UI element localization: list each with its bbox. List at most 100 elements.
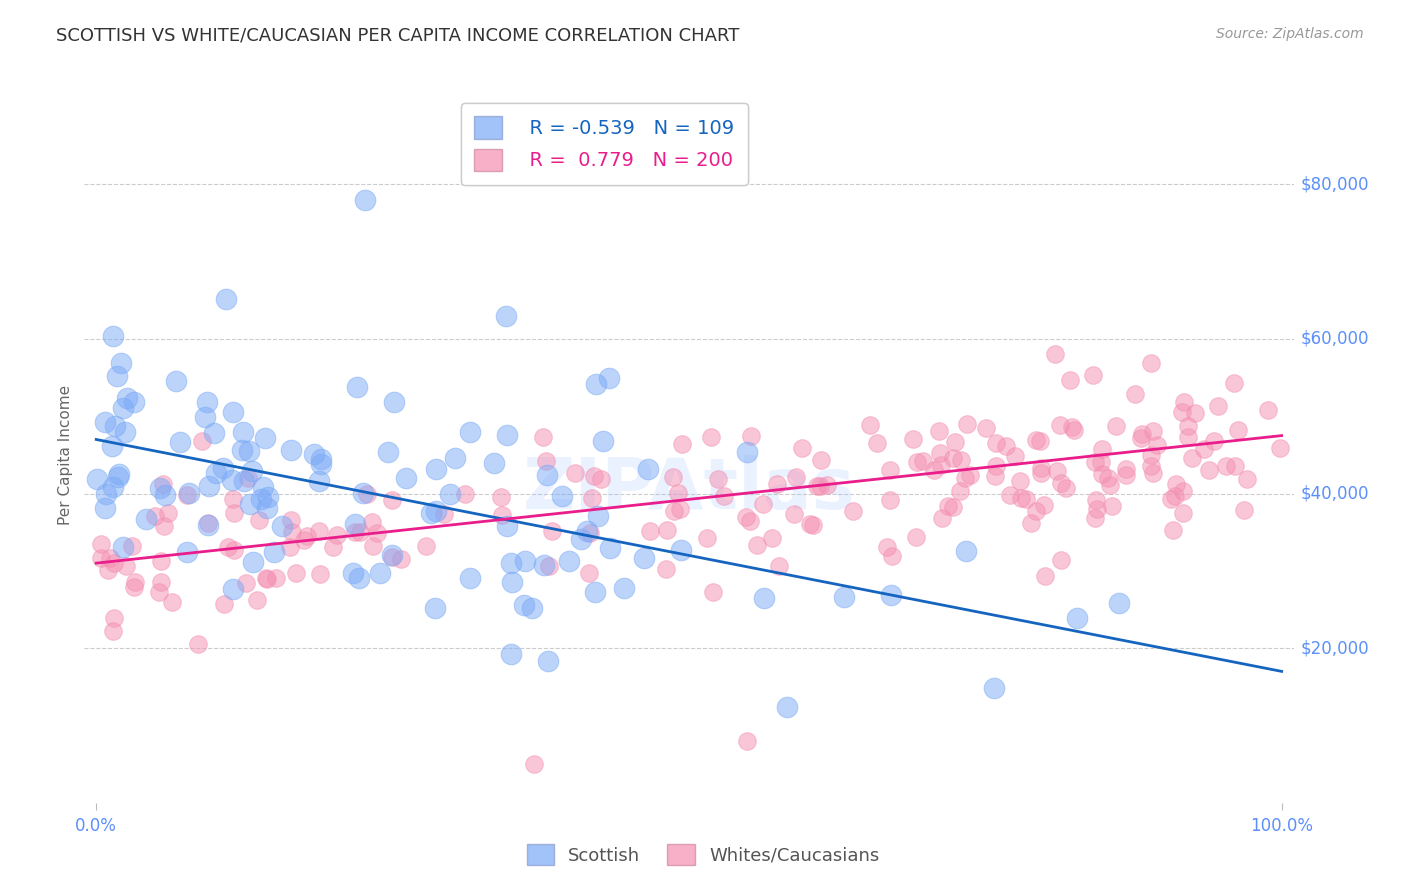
Point (1033, 498, 1056, 512)
Point (1084, 454, 1107, 468)
Point (115, 559, 138, 574)
Point (808, 479, 831, 493)
Point (242, 464, 264, 478)
Point (995, 439, 1018, 453)
Point (271, 519, 294, 533)
Point (752, 496, 775, 510)
Point (232, 425, 254, 439)
Point (1163, 523, 1185, 537)
Point (104, 418, 127, 433)
Point (165, 374, 187, 388)
Point (943, 434, 966, 449)
Point (1054, 481, 1077, 495)
Legend: Scottish, Whites/Caucasians: Scottish, Whites/Caucasians (517, 835, 889, 874)
Point (415, 539, 437, 553)
Point (1084, 493, 1107, 508)
Point (222, 405, 245, 419)
Point (735, 734, 758, 748)
Point (86, 473, 108, 487)
Point (564, 466, 586, 480)
Point (377, 444, 399, 458)
Point (513, 554, 536, 568)
Point (671, 437, 693, 451)
Point (214, 597, 236, 611)
Point (998, 488, 1021, 502)
Point (558, 554, 581, 568)
Point (654, 562, 676, 576)
Point (1164, 489, 1187, 503)
Point (197, 516, 219, 530)
Point (152, 477, 174, 491)
Point (531, 430, 554, 444)
Point (160, 595, 183, 609)
Point (1206, 399, 1229, 413)
Point (655, 523, 678, 537)
Point (169, 435, 191, 450)
Point (499, 557, 522, 571)
Point (666, 485, 689, 500)
Point (156, 506, 179, 520)
Point (238, 497, 260, 511)
Point (1181, 450, 1204, 465)
Point (1066, 611, 1088, 625)
Point (1031, 466, 1053, 480)
Point (879, 493, 901, 508)
Point (381, 548, 404, 562)
Point (1049, 418, 1071, 433)
Point (256, 491, 278, 505)
Point (905, 530, 928, 544)
Point (1215, 458, 1237, 473)
Point (1101, 499, 1123, 513)
Point (352, 486, 374, 500)
Point (278, 540, 301, 554)
Point (444, 451, 467, 466)
Point (1008, 474, 1031, 488)
Point (238, 444, 260, 458)
Point (537, 654, 560, 668)
Point (766, 476, 789, 491)
Point (263, 545, 285, 559)
Point (197, 518, 219, 533)
Point (754, 591, 776, 606)
Point (101, 480, 124, 494)
Point (536, 468, 558, 483)
Point (495, 309, 517, 323)
Point (439, 486, 461, 500)
Point (1236, 471, 1258, 485)
Point (114, 425, 136, 440)
Point (433, 507, 456, 521)
Point (1170, 405, 1192, 419)
Point (150, 554, 173, 568)
Point (325, 528, 347, 542)
Point (202, 426, 225, 441)
Point (879, 463, 901, 477)
Point (342, 566, 364, 581)
Point (740, 429, 762, 443)
Point (308, 474, 330, 488)
Point (295, 529, 318, 543)
Point (100, 550, 122, 565)
Point (1108, 596, 1130, 610)
Point (361, 539, 384, 553)
Point (1045, 346, 1067, 360)
Point (942, 500, 965, 514)
Point (111, 401, 134, 415)
Point (747, 538, 769, 552)
Point (1202, 434, 1225, 449)
Point (489, 490, 512, 504)
Point (356, 487, 378, 501)
Point (256, 572, 278, 586)
Point (1129, 431, 1152, 445)
Point (311, 458, 333, 472)
Point (876, 540, 898, 554)
Point (785, 469, 807, 483)
Point (1130, 426, 1153, 441)
Point (799, 517, 821, 532)
Y-axis label: Per Capita Income: Per Capita Income (58, 384, 73, 525)
Point (1115, 467, 1137, 482)
Point (792, 441, 814, 455)
Text: ZIPAtlas: ZIPAtlas (523, 455, 855, 524)
Point (308, 524, 330, 538)
Point (231, 443, 253, 458)
Point (984, 458, 1007, 473)
